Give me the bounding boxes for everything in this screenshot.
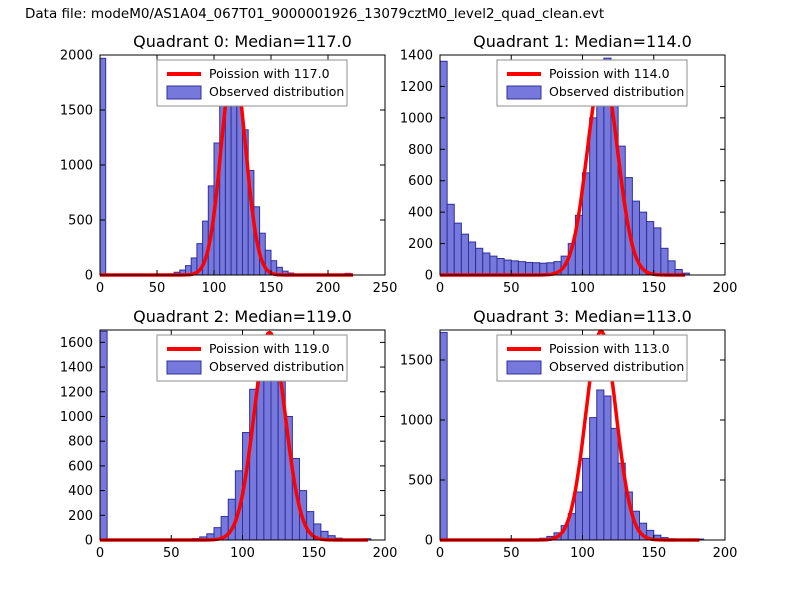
y-tick-label: 800 [68, 435, 93, 450]
x-tick-label: 0 [96, 546, 104, 561]
tick-labels: 0 50 100 150 200 0 200 400 600 800 1000 1200 1400 [400, 49, 738, 297]
x-tick-label: 50 [503, 546, 520, 561]
x-tick-label: 100 [230, 546, 255, 561]
legend-label-poisson: Poission with 117.0 [209, 66, 330, 81]
subplot-quadrant-1: 0 50 100 150 200 0 200 400 600 800 1000 1200 1400 Qua… [400, 32, 738, 297]
axis-ticks [99, 54, 386, 276]
x-tick-label: 0 [436, 546, 444, 561]
legend: Poission with 113.0 Observed distribution [496, 334, 688, 382]
x-tick-label: 200 [713, 281, 738, 296]
x-tick-label: 150 [641, 546, 666, 561]
legend-label-observed: Observed distribution [549, 359, 684, 374]
legend-patch-sample [166, 360, 202, 375]
x-tick-label: 50 [503, 281, 520, 296]
y-tick-label: 0 [425, 269, 433, 284]
tick-labels: 0 50 100 150 200 250 0 500 1000 1500 2000 [60, 49, 398, 297]
y-tick-label: 1000 [400, 111, 433, 126]
x-tick-label: 0 [96, 281, 104, 296]
y-tick-label: 1600 [60, 336, 93, 351]
y-tick-label: 400 [68, 484, 93, 499]
legend-label-observed: Observed distribution [209, 84, 344, 99]
y-tick-label: 500 [408, 474, 433, 489]
y-tick-label: 1000 [60, 410, 93, 425]
subplot-quadrant-3: 0 50 100 150 200 0 500 1000 1500 Quadrant 3: Medi… [400, 307, 738, 562]
y-tick-label: 0 [85, 534, 93, 549]
x-tick-label: 250 [373, 281, 398, 296]
legend-patch-sample [506, 85, 542, 100]
subplot-title: Quadrant 0: Median=117.0 [133, 32, 352, 51]
y-tick-label: 200 [408, 237, 433, 252]
y-tick-label: 0 [425, 534, 433, 549]
y-tick-label: 1400 [60, 361, 93, 376]
legend-label-observed: Observed distribution [209, 359, 344, 374]
y-tick-label: 600 [408, 174, 433, 189]
axis-ticks [99, 330, 386, 541]
y-tick-label: 1400 [400, 49, 433, 64]
y-tick-label: 1000 [400, 414, 433, 429]
y-tick-label: 1200 [400, 80, 433, 95]
y-tick-label: 500 [68, 214, 93, 229]
axis-ticks [439, 54, 726, 276]
tick-labels: 0 50 100 150 200 0 500 1000 1500 [400, 354, 738, 562]
y-tick-label: 400 [408, 206, 433, 221]
y-tick-label: 600 [68, 459, 93, 474]
x-tick-label: 100 [570, 546, 595, 561]
legend-label-observed: Observed distribution [549, 84, 684, 99]
y-tick-label: 0 [85, 269, 93, 284]
x-tick-label: 150 [259, 281, 284, 296]
subplot-quadrant-0: 0 50 100 150 200 250 0 500 1000 1500 2000 Quadrant … [60, 32, 398, 297]
legend-label-poisson: Poission with 113.0 [549, 341, 670, 356]
subplot-title: Quadrant 3: Median=113.0 [473, 307, 692, 326]
legend-label-poisson: Poission with 114.0 [549, 66, 670, 81]
y-tick-label: 1000 [60, 159, 93, 174]
x-tick-label: 0 [436, 281, 444, 296]
legend: Poission with 114.0 Observed distribution [496, 59, 688, 107]
y-tick-label: 200 [68, 509, 93, 524]
legend-label-poisson: Poission with 119.0 [209, 341, 330, 356]
figure-title: Data file: modeM0/AS1A04_067T01_90000019… [25, 6, 605, 22]
x-tick-label: 100 [570, 281, 595, 296]
x-tick-label: 50 [149, 281, 166, 296]
x-tick-label: 50 [163, 546, 180, 561]
x-tick-label: 150 [301, 546, 326, 561]
x-tick-label: 200 [713, 546, 738, 561]
x-tick-label: 200 [373, 546, 398, 561]
axis-ticks [439, 330, 726, 541]
legend-patch-sample [506, 360, 542, 375]
subplot-title: Quadrant 2: Median=119.0 [133, 307, 352, 326]
y-tick-label: 1500 [400, 354, 433, 369]
x-tick-label: 100 [202, 281, 227, 296]
legend: Poission with 117.0 Observed distribution [156, 59, 348, 107]
y-tick-label: 1200 [60, 385, 93, 400]
legend-patch-sample [166, 85, 202, 100]
y-tick-label: 1500 [60, 104, 93, 119]
x-tick-label: 200 [316, 281, 341, 296]
x-tick-label: 150 [641, 281, 666, 296]
histogram-bars [439, 331, 705, 541]
y-tick-label: 2000 [60, 49, 93, 64]
tick-labels: 0 50 100 150 200 0 200 400 600 800 1000 1200 1400 160… [60, 336, 398, 561]
y-tick-label: 800 [408, 143, 433, 158]
subplot-title: Quadrant 1: Median=114.0 [473, 32, 692, 51]
legend: Poission with 119.0 Observed distribution [156, 334, 348, 382]
subplot-quadrant-2: 0 50 100 150 200 0 200 400 600 800 1000 1200 1400 160… [60, 307, 398, 561]
